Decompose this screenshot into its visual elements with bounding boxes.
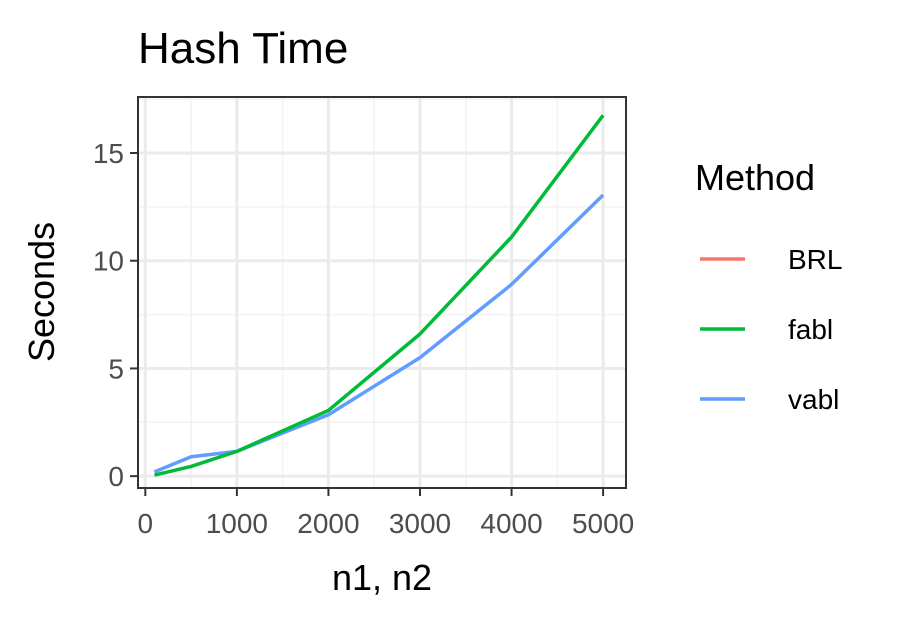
- x-tick-label: 4000: [480, 508, 542, 539]
- plot-background: [138, 97, 626, 488]
- legend-label-fabl: fabl: [788, 314, 833, 345]
- x-axis: 0 1000 2000 3000 4000 5000: [138, 488, 634, 539]
- legend-title: Method: [695, 157, 815, 198]
- series-line-vabl: [153, 193, 605, 474]
- x-tick-label: 2000: [297, 508, 359, 539]
- x-tick-label: 5000: [572, 508, 634, 539]
- series-line-fabl: [154, 114, 605, 477]
- plot-panel-border: [137, 96, 627, 489]
- x-tick-label: 1000: [206, 508, 268, 539]
- x-tick-label: 0: [138, 508, 154, 539]
- x-axis-title: n1, n2: [332, 557, 432, 598]
- grid: [138, 97, 626, 488]
- chart-title: Hash Time: [138, 24, 348, 73]
- legend: BRL fabl vabl: [700, 244, 842, 415]
- y-axis: 0 5 10 15: [93, 138, 138, 492]
- series-lines: [153, 114, 605, 477]
- y-tick-label: 15: [93, 138, 124, 169]
- x-tick-label: 3000: [389, 508, 451, 539]
- y-axis-title: Seconds: [21, 222, 62, 362]
- legend-label-vabl: vabl: [788, 384, 839, 415]
- y-tick-label: 0: [108, 461, 124, 492]
- legend-label-brl: BRL: [788, 244, 842, 275]
- y-tick-label: 10: [93, 246, 124, 277]
- y-tick-label: 5: [108, 353, 124, 384]
